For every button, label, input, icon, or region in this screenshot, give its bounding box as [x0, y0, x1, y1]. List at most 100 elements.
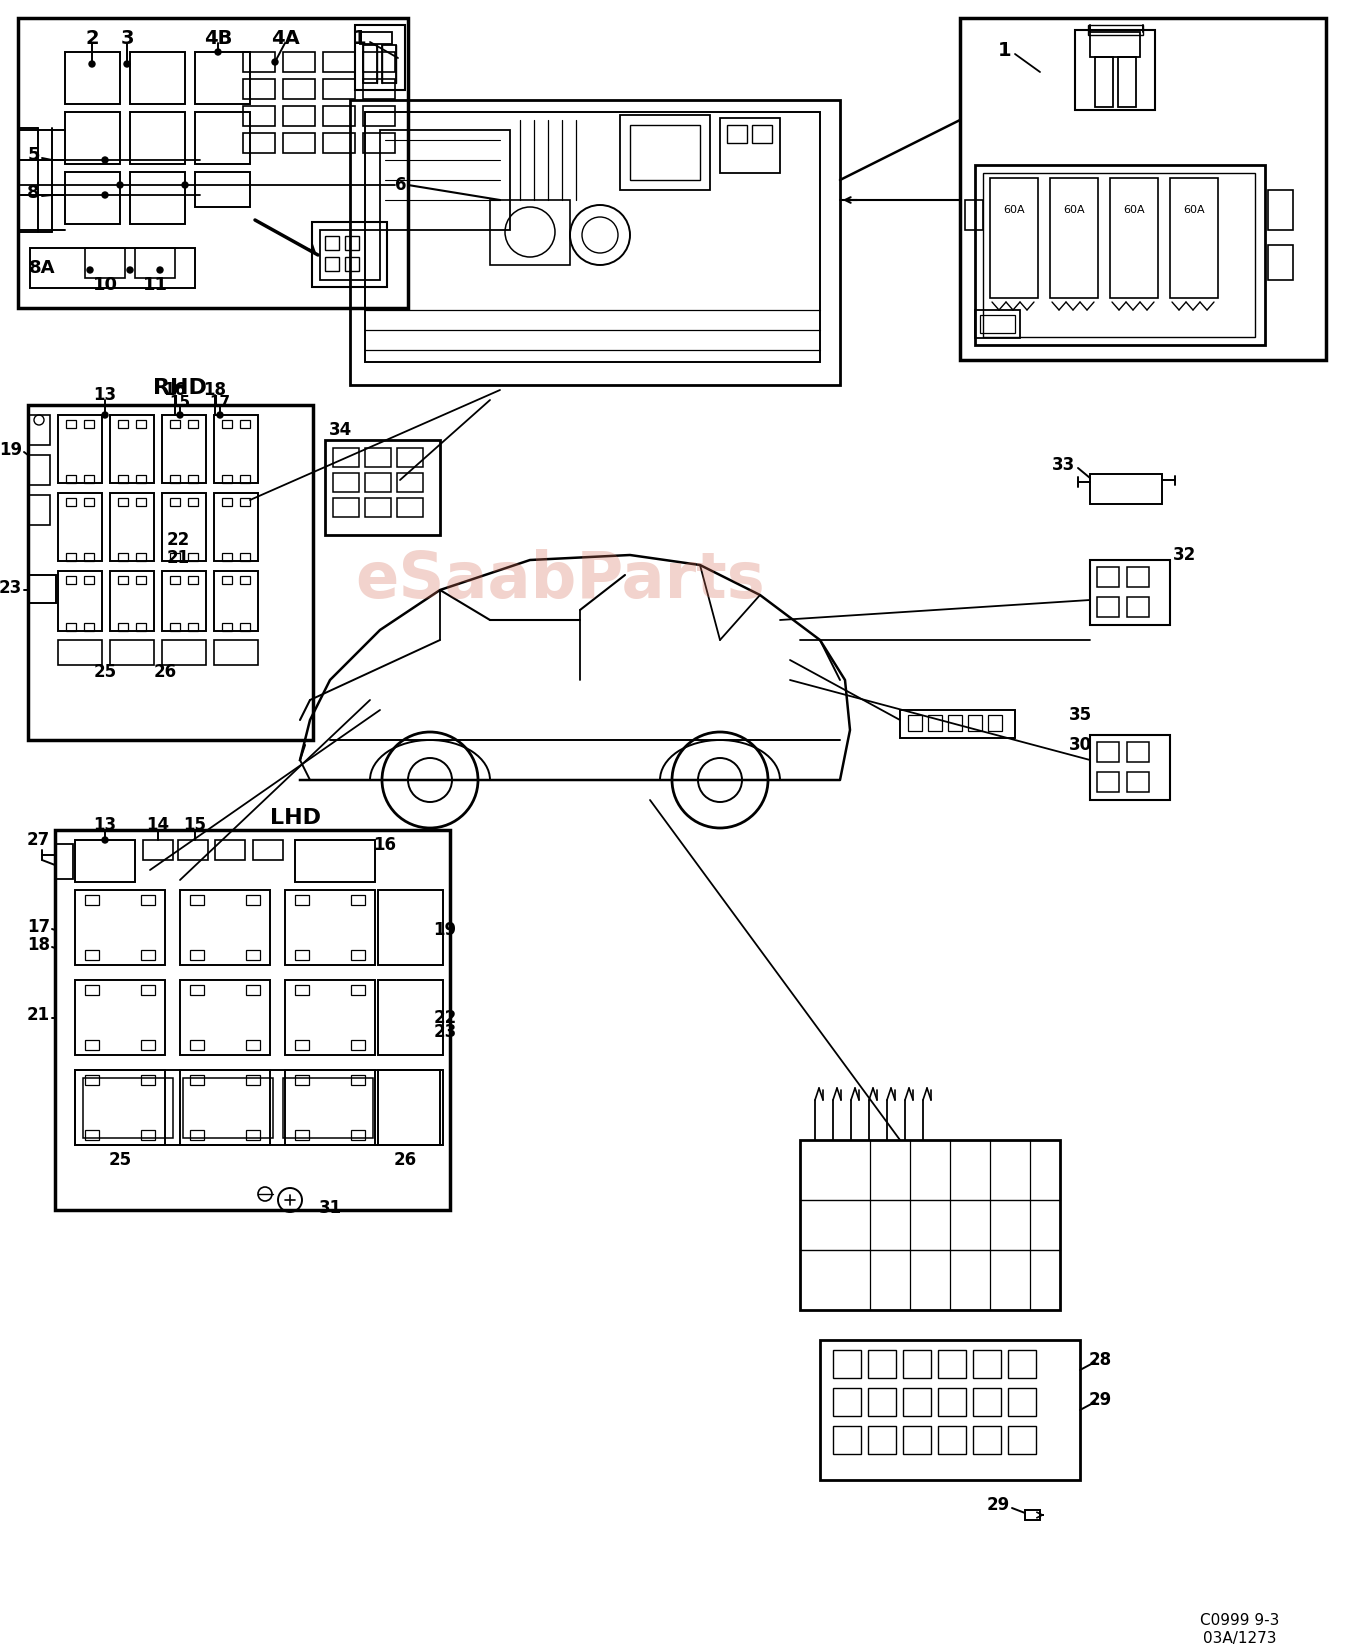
Bar [332, 472, 359, 492]
Bar [222, 475, 232, 484]
Text: 21: 21 [27, 1005, 50, 1024]
Text: 26: 26 [153, 664, 176, 680]
Bar [85, 1129, 100, 1139]
Bar [28, 404, 314, 740]
Bar [975, 165, 1265, 345]
Bar [621, 116, 709, 190]
Bar [378, 1070, 443, 1146]
Bar [991, 178, 1038, 297]
Bar [909, 715, 922, 731]
Bar [363, 45, 377, 83]
Text: 6: 6 [396, 177, 406, 195]
Bar [75, 981, 166, 1055]
Bar [246, 1129, 260, 1139]
Bar [215, 840, 245, 860]
Bar [1097, 741, 1119, 763]
Bar [312, 221, 388, 287]
Bar [222, 622, 232, 631]
Bar [630, 125, 700, 180]
Bar [188, 622, 198, 631]
Circle shape [89, 61, 96, 68]
Bar [66, 622, 75, 631]
Text: 2: 2 [85, 28, 98, 48]
Bar [324, 258, 339, 271]
Bar [246, 895, 260, 905]
Bar [332, 447, 359, 467]
Circle shape [215, 50, 221, 54]
Bar [143, 840, 174, 860]
Bar [1088, 25, 1143, 35]
Text: 3: 3 [120, 28, 133, 48]
Bar [355, 25, 405, 91]
Text: 4A: 4A [271, 28, 299, 48]
Bar [66, 419, 75, 428]
Bar [345, 258, 359, 271]
Bar [903, 1351, 931, 1379]
Bar [170, 576, 180, 584]
Bar [214, 641, 258, 665]
Bar [131, 51, 184, 104]
Bar [833, 1388, 861, 1417]
Bar [868, 1426, 896, 1455]
Bar [66, 475, 75, 484]
Bar [938, 1426, 966, 1455]
Bar [240, 475, 250, 484]
Text: 15: 15 [183, 816, 206, 834]
Bar [214, 414, 258, 484]
Bar [180, 1070, 271, 1146]
Bar [1127, 741, 1149, 763]
Bar [380, 130, 510, 229]
Bar [382, 45, 396, 83]
Bar [178, 840, 209, 860]
Bar [85, 1040, 100, 1050]
Bar [1127, 566, 1149, 588]
Bar [295, 949, 310, 959]
Text: 22: 22 [167, 532, 190, 550]
Bar [324, 236, 339, 249]
Text: 21: 21 [167, 550, 190, 566]
Text: 19: 19 [433, 921, 456, 939]
Bar [365, 112, 820, 362]
Bar [960, 18, 1326, 360]
Bar [85, 949, 100, 959]
Bar [332, 499, 359, 517]
Bar [938, 1388, 966, 1417]
Bar [190, 1040, 205, 1050]
Bar [1050, 178, 1098, 297]
Bar [988, 715, 1001, 731]
Bar [1268, 190, 1294, 229]
Text: 29: 29 [1089, 1392, 1112, 1408]
Circle shape [217, 413, 223, 418]
Bar [131, 112, 184, 163]
Bar [214, 571, 258, 631]
Text: 17: 17 [27, 918, 50, 936]
Text: 23: 23 [433, 1024, 456, 1042]
Bar [240, 576, 250, 584]
Circle shape [272, 59, 279, 64]
Bar [190, 949, 205, 959]
Bar [188, 553, 198, 561]
Bar [195, 51, 250, 104]
Text: 8A: 8A [28, 259, 55, 277]
Text: 60A: 60A [1063, 205, 1085, 215]
Bar [118, 576, 128, 584]
Bar [66, 553, 75, 561]
Bar [188, 576, 198, 584]
Bar [1097, 773, 1119, 792]
Bar [131, 172, 184, 225]
Circle shape [124, 61, 131, 68]
Bar [195, 112, 250, 163]
Bar [28, 414, 50, 446]
Bar [190, 1075, 205, 1085]
Text: 19: 19 [0, 441, 22, 459]
Text: 27: 27 [27, 830, 50, 849]
Text: 35: 35 [1069, 707, 1092, 725]
Bar [295, 1129, 310, 1139]
Bar [135, 248, 175, 277]
Text: C0999 9-3: C0999 9-3 [1201, 1613, 1280, 1628]
Bar [295, 840, 376, 882]
Bar [833, 1351, 861, 1379]
Bar [1008, 1426, 1036, 1455]
Bar [1075, 30, 1155, 111]
Bar [180, 981, 271, 1055]
